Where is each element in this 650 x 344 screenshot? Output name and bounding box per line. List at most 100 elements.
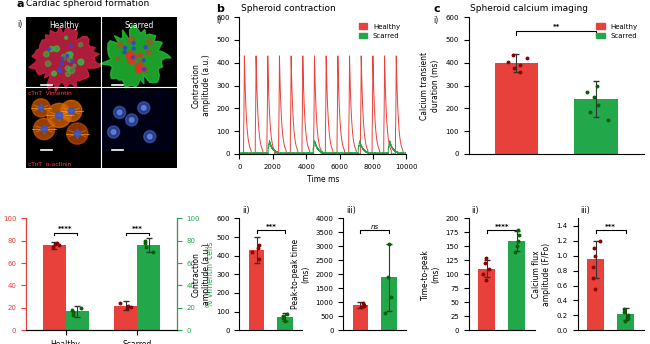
Circle shape — [34, 118, 55, 140]
Circle shape — [146, 50, 151, 55]
Circle shape — [66, 66, 70, 71]
Bar — [42, 245, 66, 330]
Circle shape — [144, 46, 147, 49]
Circle shape — [131, 56, 135, 59]
Circle shape — [68, 67, 75, 74]
Text: Scarred: Scarred — [125, 21, 154, 30]
Bar — [574, 99, 618, 154]
Circle shape — [130, 60, 135, 64]
Circle shape — [67, 123, 88, 144]
Circle shape — [142, 59, 145, 62]
Circle shape — [78, 59, 84, 65]
Circle shape — [64, 36, 68, 39]
Circle shape — [58, 69, 61, 72]
Circle shape — [146, 39, 153, 45]
Circle shape — [71, 60, 74, 63]
Text: ***: *** — [605, 224, 616, 229]
Circle shape — [135, 64, 139, 68]
Bar — [114, 305, 137, 330]
Circle shape — [56, 112, 63, 119]
Text: ns: ns — [370, 224, 379, 229]
Circle shape — [32, 99, 50, 117]
Text: ii): ii) — [472, 206, 479, 215]
Circle shape — [131, 56, 134, 58]
Circle shape — [73, 64, 76, 67]
Bar — [278, 317, 293, 330]
Circle shape — [47, 103, 72, 128]
Bar — [587, 259, 604, 330]
Text: b: b — [216, 3, 224, 13]
Text: i): i) — [434, 16, 439, 25]
Circle shape — [124, 46, 127, 49]
Bar — [381, 277, 397, 330]
Text: Spheroid contraction: Spheroid contraction — [241, 3, 336, 12]
Bar — [137, 245, 161, 330]
Circle shape — [135, 67, 141, 73]
Bar — [100, 90, 174, 152]
Circle shape — [67, 52, 73, 57]
Circle shape — [70, 45, 72, 48]
Circle shape — [62, 54, 64, 57]
Text: iii): iii) — [346, 206, 356, 215]
Circle shape — [140, 54, 143, 57]
Circle shape — [114, 106, 125, 118]
Polygon shape — [100, 25, 171, 88]
Text: Cardiac spheroid formation: Cardiac spheroid formation — [26, 0, 150, 8]
Circle shape — [116, 57, 120, 60]
Y-axis label: Peak-to-peak time
(ms): Peak-to-peak time (ms) — [291, 239, 310, 309]
Circle shape — [125, 114, 138, 126]
Circle shape — [142, 68, 146, 71]
Circle shape — [41, 126, 47, 132]
Y-axis label: Calcium transient
duration (ms): Calcium transient duration (ms) — [421, 52, 440, 120]
Circle shape — [61, 57, 64, 60]
Circle shape — [107, 126, 120, 138]
Circle shape — [60, 62, 64, 65]
Bar — [618, 314, 634, 330]
Circle shape — [65, 52, 70, 57]
Bar — [508, 241, 525, 330]
Circle shape — [142, 106, 146, 110]
Circle shape — [60, 100, 82, 121]
Circle shape — [139, 65, 144, 71]
Circle shape — [127, 51, 133, 58]
Circle shape — [47, 47, 50, 51]
Circle shape — [59, 69, 62, 73]
Text: c: c — [434, 3, 440, 13]
Text: ****: **** — [58, 226, 73, 232]
Circle shape — [52, 71, 57, 76]
Text: i): i) — [17, 20, 22, 29]
Legend: Healthy, Scarred: Healthy, Scarred — [593, 21, 640, 42]
Text: i): i) — [216, 16, 221, 25]
Circle shape — [79, 43, 83, 47]
Circle shape — [132, 42, 135, 44]
Circle shape — [128, 37, 135, 43]
Bar — [495, 63, 538, 154]
Polygon shape — [29, 26, 101, 92]
Text: ***: *** — [132, 226, 143, 232]
Circle shape — [127, 54, 132, 60]
Bar — [32, 28, 96, 88]
Y-axis label: % Vimentin⁺cells: % Vimentin⁺cells — [206, 241, 215, 307]
Circle shape — [138, 102, 150, 114]
Bar — [478, 269, 495, 330]
Circle shape — [118, 110, 122, 115]
Bar — [66, 311, 88, 330]
Legend: Healthy, Scarred: Healthy, Scarred — [356, 21, 403, 42]
Circle shape — [144, 130, 156, 143]
Y-axis label: Calcium flux
amplitude (F/Fo): Calcium flux amplitude (F/Fo) — [532, 243, 551, 306]
Y-axis label: Time-to-peak
(ms): Time-to-peak (ms) — [421, 249, 440, 300]
Circle shape — [111, 130, 116, 134]
Circle shape — [54, 46, 59, 52]
Circle shape — [124, 51, 126, 54]
Circle shape — [44, 52, 49, 57]
Circle shape — [49, 46, 54, 52]
Circle shape — [66, 72, 70, 76]
Circle shape — [148, 134, 152, 139]
Text: cTnT  α-actinin: cTnT α-actinin — [27, 162, 71, 167]
Bar — [105, 28, 168, 88]
Circle shape — [138, 61, 142, 65]
Circle shape — [68, 108, 75, 114]
Text: ***: *** — [265, 224, 276, 229]
Text: ****: **** — [495, 224, 509, 229]
Text: cTnT  Vimentin: cTnT Vimentin — [27, 91, 72, 96]
